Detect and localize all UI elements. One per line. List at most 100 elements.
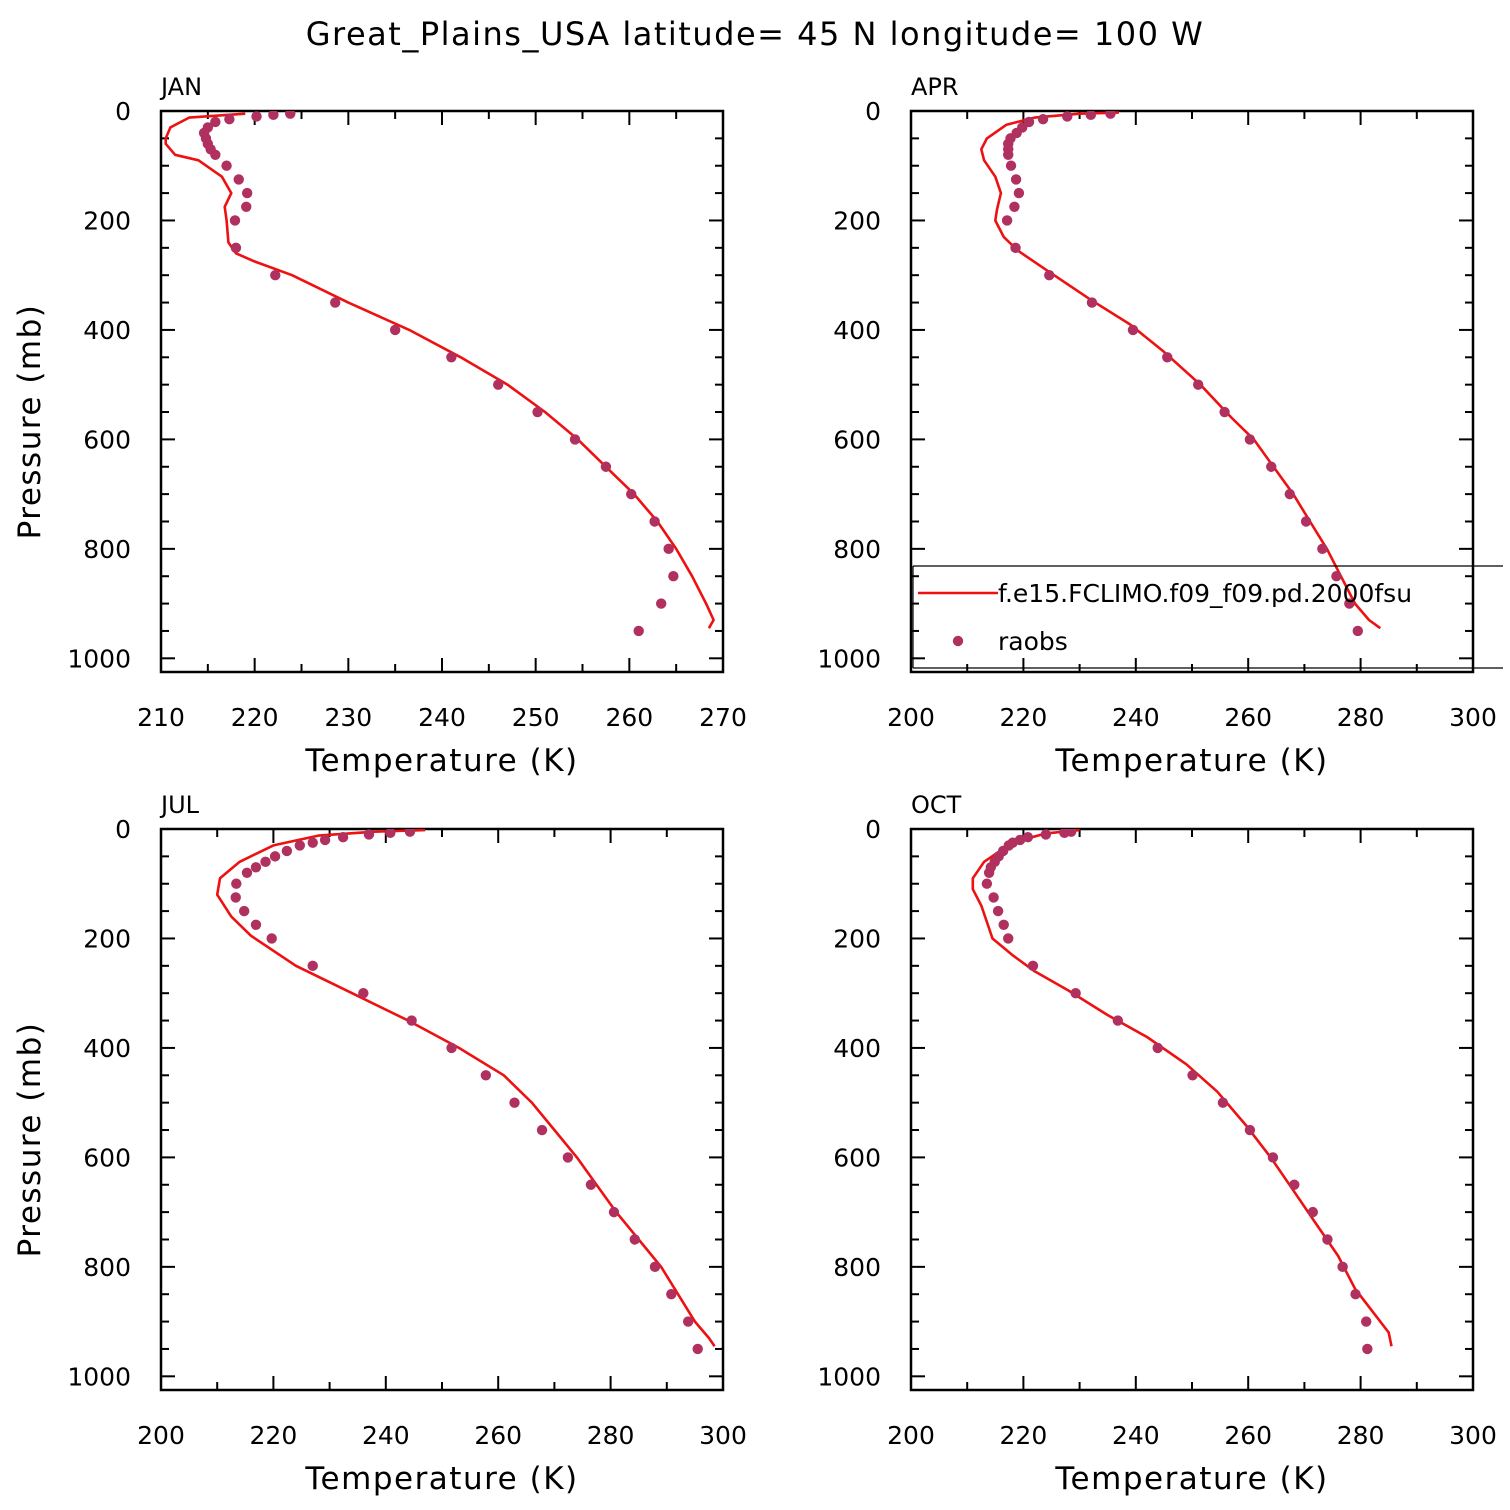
raobs-point — [1152, 1042, 1163, 1054]
raobs-point — [221, 160, 232, 171]
panel-apr: APR 200 220 240 260 280 300 0 200 400 600 800 1000 Te… — [817, 73, 1503, 779]
raobs-point — [668, 571, 679, 582]
x-tick-label: 240 — [418, 703, 466, 732]
y-tick-label: 400 — [833, 316, 881, 345]
raobs-point — [1027, 960, 1039, 972]
raobs-point — [1013, 187, 1025, 199]
raobs-point — [649, 516, 660, 527]
y-tick-label: 1000 — [817, 1362, 881, 1391]
raobs-point — [992, 905, 1004, 917]
y-tick-label: 800 — [83, 535, 131, 564]
raobs-point — [330, 297, 341, 308]
raobs-point — [585, 1179, 597, 1190]
x-tick-label: 260 — [1224, 1421, 1272, 1450]
raobs-point — [1127, 324, 1139, 336]
legend-label: raobs — [998, 627, 1068, 656]
raobs-point — [569, 434, 581, 445]
raobs-point — [1331, 571, 1342, 582]
y-tick-label: 600 — [833, 425, 881, 454]
y-tick-label: 200 — [833, 206, 881, 235]
x-tick-label: 240 — [1112, 1421, 1160, 1450]
x-tick-label: 280 — [1337, 703, 1385, 732]
raobs-point — [649, 1261, 661, 1273]
raobs-point — [1217, 1097, 1229, 1108]
raobs-point — [692, 1343, 703, 1355]
raobs-point — [337, 832, 349, 843]
raobs-point — [988, 892, 999, 903]
panel-label: OCT — [911, 791, 962, 819]
raobs-point — [1040, 829, 1052, 840]
raobs-point — [406, 1015, 417, 1026]
y-tick-label: 600 — [83, 425, 131, 454]
y-tick-label: 0 — [115, 97, 131, 126]
raobs-point — [1362, 1343, 1373, 1355]
y-tick-label: 1000 — [817, 644, 881, 673]
raobs-point — [389, 324, 401, 336]
raobs-point — [600, 461, 612, 472]
x-tick-label: 260 — [474, 1421, 522, 1450]
raobs-point — [358, 987, 369, 999]
plot-area — [971, 829, 1393, 1355]
y-tick-label: 400 — [83, 1034, 131, 1063]
panel-jul: JUL 200 220 240 260 280 300 0 200 400 600 800 1000 Te… — [12, 791, 747, 1497]
x-tick-label: 240 — [1112, 703, 1160, 732]
y-tick-label: 800 — [833, 1253, 881, 1282]
x-tick-label: 260 — [605, 703, 653, 732]
raobs-point — [608, 1206, 620, 1218]
model-profile-line — [215, 829, 716, 1347]
panel-label: JUL — [159, 791, 200, 819]
x-tick-label: 300 — [1449, 1421, 1497, 1450]
raobs-point — [260, 856, 271, 868]
y-tick-label: 800 — [833, 535, 881, 564]
y-tick-label: 0 — [865, 815, 881, 844]
x-tick-label: 220 — [1000, 703, 1048, 732]
raobs-point — [404, 829, 416, 837]
x-tick-label: 210 — [137, 703, 185, 732]
raobs-point — [307, 837, 318, 848]
raobs-point — [250, 919, 262, 930]
raobs-point — [1044, 269, 1055, 281]
raobs-point — [294, 840, 306, 851]
raobs-point — [1010, 174, 1022, 185]
panel-oct: OCT 200 220 240 260 280 300 0 200 400 600 800 1000 Te… — [817, 791, 1496, 1497]
raobs-point — [1003, 149, 1014, 160]
x-axis-label: Temperature (K) — [1054, 1461, 1328, 1497]
y-tick-label: 200 — [833, 924, 881, 953]
raobs-point — [281, 845, 293, 857]
x-tick-label: 240 — [362, 1421, 410, 1450]
model-profile-line — [980, 111, 1382, 630]
raobs-point — [1344, 598, 1355, 609]
x-tick-label: 200 — [887, 703, 935, 732]
raobs-point — [285, 111, 296, 119]
raobs-point — [1289, 1179, 1300, 1190]
x-axis-label: Temperature (K) — [1054, 743, 1328, 779]
raobs-point — [1322, 1234, 1333, 1245]
x-axis-label: Temperature (K) — [304, 743, 578, 779]
x-tick-label: 220 — [231, 703, 279, 732]
raobs-point — [1003, 933, 1014, 944]
x-tick-label: 250 — [512, 703, 560, 732]
raobs-point — [1070, 987, 1081, 999]
x-tick-label: 280 — [587, 1421, 635, 1450]
raobs-point — [241, 187, 253, 199]
raobs-point — [238, 905, 250, 917]
raobs-point — [363, 829, 375, 840]
raobs-point — [231, 878, 242, 889]
raobs-point — [1085, 111, 1097, 121]
y-tick-label: 800 — [83, 1253, 131, 1282]
raobs-point — [229, 215, 241, 226]
raobs-point — [666, 1289, 677, 1300]
legend-marker-swatch — [952, 635, 964, 647]
y-axis-label: Pressure (mb) — [12, 304, 48, 540]
raobs-point — [1162, 352, 1173, 363]
raobs-point — [1022, 832, 1034, 843]
raobs-point — [663, 543, 674, 555]
panel-label: JAN — [159, 73, 202, 101]
y-tick-label: 600 — [833, 1143, 881, 1172]
plot-area — [980, 111, 1382, 637]
raobs-point — [446, 1042, 457, 1054]
panels: JAN 210 220 230 240 250 260 270 0 200 400 600 800 100… — [12, 73, 1503, 1497]
raobs-point — [1337, 1261, 1348, 1273]
raobs-point — [1009, 201, 1020, 212]
